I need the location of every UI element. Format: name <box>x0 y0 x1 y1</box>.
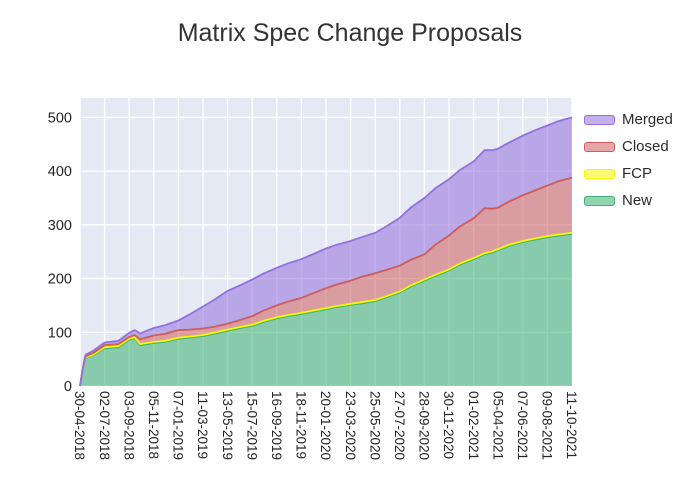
legend-swatch-fcp <box>584 168 615 179</box>
line-fcp <box>79 232 573 387</box>
line-merged <box>79 116 573 387</box>
x-tick-label: 05-04-2021 <box>490 391 505 460</box>
legend-item-new: New <box>584 187 673 214</box>
area-closed <box>80 177 572 386</box>
x-tick-label: 25-05-2020 <box>367 391 382 460</box>
legend-swatch-closed <box>584 141 615 152</box>
chart-title: Matrix Spec Change Proposals <box>177 19 523 47</box>
x-tick-label: 11-10-2021 <box>564 391 579 459</box>
x-tick-label: 11-03-2019 <box>195 391 210 459</box>
legend-swatch-merged <box>584 114 615 125</box>
x-tick-label: 07-06-2021 <box>515 391 530 460</box>
x-tick-label: 16-09-2019 <box>269 391 284 460</box>
x-tick-label: 28-09-2020 <box>417 391 432 460</box>
y-tick-label: 400 <box>48 164 72 180</box>
legend-label: New <box>622 192 653 209</box>
y-tick-label: 500 <box>48 110 72 126</box>
line-closed <box>79 176 573 387</box>
legend-label: FCP <box>622 165 652 182</box>
x-tick-label: 07-01-2019 <box>171 391 186 460</box>
y-tick-label: 100 <box>48 325 72 341</box>
x-tick-label: 05-11-2018 <box>146 391 161 459</box>
x-tick-label: 15-07-2019 <box>244 391 259 460</box>
legend-label: Merged <box>622 111 673 128</box>
x-tick-label: 02-07-2018 <box>97 391 112 460</box>
x-tick-label: 23-03-2020 <box>343 391 358 460</box>
x-tick-label: 30-11-2020 <box>441 391 456 459</box>
y-tick-label: 0 <box>64 379 72 395</box>
legend-label: Closed <box>622 138 669 155</box>
x-tick-label: 18-11-2019 <box>294 391 309 459</box>
x-tick-label: 01-02-2021 <box>466 391 481 460</box>
legend-item-merged: Merged <box>584 106 673 133</box>
area-merged <box>80 117 572 387</box>
x-tick-label: 13-05-2019 <box>220 391 235 460</box>
x-tick-label: 03-09-2018 <box>121 391 136 460</box>
y-tick-label: 300 <box>48 218 72 234</box>
x-tick-label: 30-04-2018 <box>72 391 87 460</box>
legend-item-closed: Closed <box>584 133 673 160</box>
x-tick-label: 09-08-2021 <box>540 391 555 460</box>
x-tick-label: 20-01-2020 <box>318 391 333 460</box>
chart-legend: Merged Closed FCP New <box>584 106 673 214</box>
legend-swatch-new <box>584 195 615 206</box>
x-tick-label: 27-07-2020 <box>392 391 407 460</box>
y-tick-label: 200 <box>48 272 72 288</box>
legend-item-fcp: FCP <box>584 160 673 187</box>
